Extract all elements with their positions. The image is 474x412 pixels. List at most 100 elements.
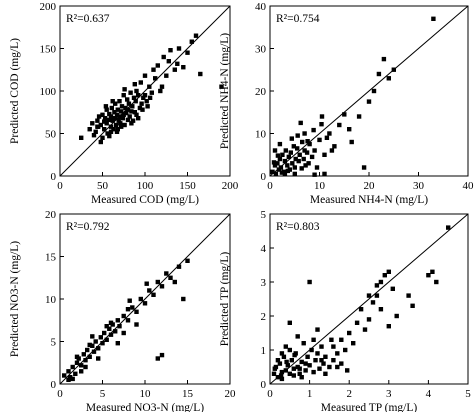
data-point-nh4: [327, 131, 332, 136]
data-point-tp: [309, 347, 314, 353]
data-point-no3: [70, 364, 75, 370]
data-point-nh4: [283, 148, 288, 153]
data-point-cod: [116, 118, 121, 123]
data-point-no3: [125, 307, 131, 312]
data-point-nh4: [303, 163, 308, 168]
data-point-tp: [275, 375, 281, 380]
data-point-tp: [299, 375, 304, 380]
data-point-nh4: [282, 158, 288, 164]
y-tick-label-no3: 5: [51, 337, 57, 349]
data-point-nh4: [279, 170, 285, 175]
data-point-tp: [323, 371, 328, 376]
data-point-tp: [331, 358, 336, 363]
data-point-cod: [151, 67, 156, 72]
data-point-tp: [281, 354, 287, 359]
data-point-tp: [289, 358, 294, 363]
data-point-no3: [68, 375, 73, 380]
data-point-nh4: [322, 152, 327, 157]
data-point-nh4: [293, 156, 298, 162]
data-point-no3: [185, 258, 190, 263]
data-point-tp: [319, 344, 324, 349]
y-tick-label-cod: 200: [40, 1, 57, 13]
data-point-no3: [121, 330, 126, 336]
data-point-cod: [104, 107, 109, 112]
data-point-nh4: [332, 144, 337, 149]
r2-label-cod: R²=0.637: [66, 13, 110, 25]
data-point-cod: [109, 105, 114, 111]
data-point-nh4: [292, 165, 297, 170]
data-point-nh4: [342, 112, 347, 117]
data-point-nh4: [309, 154, 315, 160]
data-point-nh4: [329, 148, 335, 153]
x-tick-label-tp: 0: [267, 388, 273, 400]
data-point-cod: [133, 99, 138, 104]
data-point-cod: [114, 112, 120, 117]
data-point-nh4: [299, 166, 304, 171]
data-point-nh4: [286, 154, 291, 160]
x-tick-label-cod: 200: [222, 180, 239, 192]
data-point-tp: [339, 361, 344, 366]
data-point-cod: [112, 110, 117, 115]
data-point-nh4: [272, 148, 278, 153]
data-point-cod: [90, 121, 95, 126]
data-point-no3: [104, 324, 109, 329]
data-point-nh4: [300, 139, 305, 145]
data-point-cod: [107, 133, 112, 139]
data-point-tp: [305, 354, 310, 359]
data-point-nh4: [391, 67, 396, 72]
data-point-cod: [108, 124, 114, 129]
data-point-cod: [141, 95, 146, 100]
data-point-cod: [93, 129, 98, 134]
y-tick-label-tp: 0: [261, 379, 267, 391]
data-point-no3: [107, 326, 112, 331]
data-point-cod: [102, 119, 107, 124]
data-point-tp: [311, 369, 316, 375]
data-point-no3: [168, 275, 173, 280]
data-point-no3: [66, 369, 71, 374]
data-point-cod: [113, 122, 119, 128]
data-point-no3: [127, 298, 132, 303]
data-point-cod: [113, 101, 118, 106]
data-point-tp: [426, 273, 431, 278]
data-point-cod: [189, 39, 194, 44]
panel-no3: 0 5 10 15 20 0 5 10 15 20 R²=0.792 Measured NO3-N (…: [9, 209, 236, 412]
data-point-cod: [96, 114, 102, 119]
y-tick-label-cod: 0: [51, 171, 57, 183]
data-point-cod: [128, 90, 133, 95]
data-point-tp: [292, 352, 297, 358]
data-point-tp: [275, 358, 281, 363]
data-point-no3: [87, 342, 92, 348]
data-point-tp: [299, 359, 304, 365]
data-point-nh4: [291, 144, 296, 149]
data-point-nh4: [295, 133, 300, 138]
data-point-no3: [81, 352, 86, 357]
y-tick-label-no3: 10: [45, 294, 57, 306]
data-point-tp: [366, 293, 372, 298]
data-point-tp: [317, 366, 322, 371]
data-point-nh4: [285, 168, 290, 174]
data-point-nh4: [349, 139, 354, 145]
x-tick-label-no3: 20: [225, 388, 237, 400]
data-point-cod: [115, 107, 120, 112]
data-point-cod: [95, 124, 100, 129]
data-point-nh4: [311, 127, 316, 133]
data-point-no3: [83, 358, 88, 363]
data-point-cod: [114, 129, 120, 134]
data-point-no3: [87, 354, 92, 359]
data-point-nh4: [314, 165, 320, 170]
y-tick-label-cod: 100: [40, 86, 57, 98]
data-point-cod: [130, 118, 136, 123]
data-point-nh4: [280, 152, 285, 157]
y-tick-label-cod: 50: [45, 129, 57, 141]
y-tick-label-tp: 1: [261, 345, 267, 357]
data-point-nh4: [361, 165, 367, 170]
data-point-cod: [121, 93, 126, 98]
y-tick-label-nh4: 0: [261, 171, 267, 183]
data-point-no3: [74, 354, 80, 359]
data-point-no3: [91, 349, 97, 354]
x-axis-label-tp: Measured TP (mg/L): [321, 402, 418, 412]
data-point-cod: [95, 118, 100, 123]
data-point-nh4: [302, 131, 307, 136]
data-point-tp: [315, 327, 320, 332]
data-point-cod: [159, 84, 165, 89]
